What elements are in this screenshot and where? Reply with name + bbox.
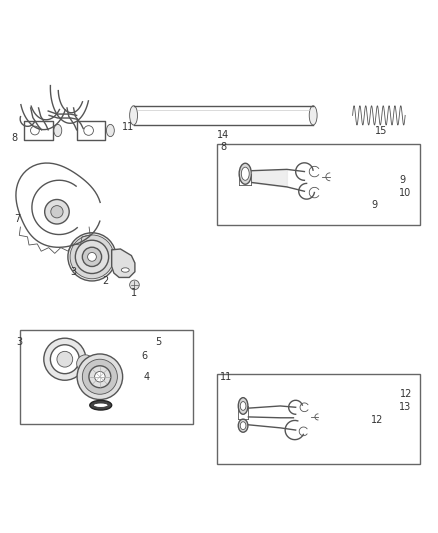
Text: 13: 13	[399, 402, 411, 411]
Ellipse shape	[240, 422, 246, 430]
Text: 9: 9	[399, 175, 406, 185]
Text: 11: 11	[220, 372, 232, 382]
Text: 9: 9	[371, 200, 378, 210]
Circle shape	[89, 366, 111, 387]
Text: 2: 2	[102, 276, 109, 286]
Ellipse shape	[238, 419, 248, 432]
Text: 4: 4	[144, 372, 150, 382]
Bar	[20, 330, 193, 424]
Text: 8: 8	[11, 133, 18, 143]
Circle shape	[82, 359, 117, 394]
Text: 11: 11	[122, 122, 134, 132]
Ellipse shape	[106, 124, 114, 136]
Ellipse shape	[90, 400, 112, 410]
Ellipse shape	[54, 124, 62, 136]
Polygon shape	[112, 249, 135, 278]
Text: 15: 15	[375, 126, 387, 136]
Circle shape	[70, 235, 114, 279]
Ellipse shape	[121, 268, 129, 272]
Circle shape	[75, 240, 109, 273]
Ellipse shape	[238, 398, 248, 414]
Ellipse shape	[309, 106, 317, 125]
Text: 1: 1	[131, 288, 137, 298]
Ellipse shape	[240, 401, 246, 410]
Circle shape	[95, 372, 105, 382]
Bar	[77, 120, 105, 140]
Text: 3: 3	[17, 337, 23, 347]
Text: 7: 7	[14, 214, 20, 224]
Circle shape	[82, 247, 102, 266]
Circle shape	[57, 351, 73, 367]
Text: 5: 5	[155, 337, 162, 347]
Circle shape	[77, 354, 123, 400]
Text: 6: 6	[141, 351, 147, 361]
Ellipse shape	[130, 106, 138, 125]
Ellipse shape	[239, 163, 251, 184]
Text: 12: 12	[371, 415, 384, 425]
Text: 12: 12	[399, 390, 412, 399]
Circle shape	[45, 199, 69, 224]
Circle shape	[130, 280, 139, 290]
Ellipse shape	[241, 167, 249, 180]
Bar	[24, 120, 53, 140]
Bar	[217, 144, 420, 225]
Circle shape	[44, 338, 86, 380]
Circle shape	[77, 355, 94, 373]
Circle shape	[50, 345, 79, 374]
Circle shape	[88, 253, 96, 261]
Bar	[217, 374, 420, 464]
Circle shape	[68, 233, 116, 281]
Text: 10: 10	[399, 188, 411, 198]
Text: 8: 8	[220, 142, 226, 152]
Circle shape	[51, 206, 63, 218]
Ellipse shape	[93, 403, 108, 407]
Text: 14: 14	[217, 130, 230, 140]
Text: 3: 3	[70, 267, 76, 277]
